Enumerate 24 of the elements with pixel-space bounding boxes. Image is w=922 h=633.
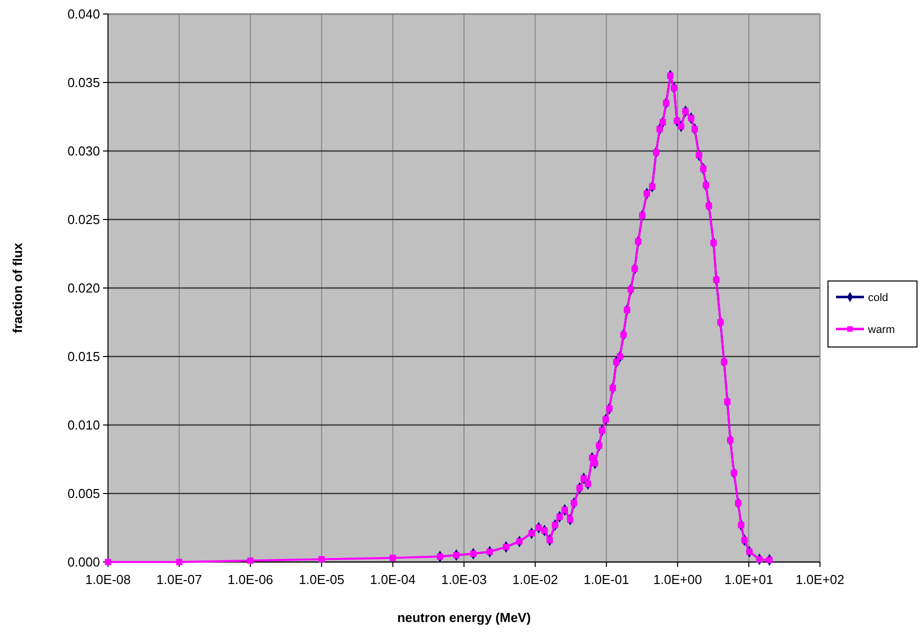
- x-tick-label: 1.0E+00: [653, 572, 702, 587]
- x-tick-label: 1.0E-02: [512, 572, 558, 587]
- x-tick-label: 1.0E+01: [724, 572, 774, 587]
- x-tick-label: 1.0E-07: [156, 572, 202, 587]
- y-tick-label: 0.020: [67, 280, 100, 296]
- y-tick-label: 0.005: [67, 486, 100, 501]
- y-tick-label: 0.040: [67, 6, 100, 22]
- x-tick-label: 1.0E-08: [85, 572, 131, 587]
- y-tick-label: 0.030: [67, 144, 100, 158]
- y-tick-label: 0.035: [67, 75, 100, 90]
- x-tick-label: 1.0E-01: [584, 572, 630, 587]
- y-tick-label: 0.025: [67, 212, 100, 227]
- y-axis-title: fraction of flux: [10, 242, 25, 334]
- x-tick-label: 1.0E-03: [441, 572, 487, 587]
- x-axis-title: neutron energy (MeV): [397, 610, 531, 625]
- x-tick-label: 1.0E+02: [796, 572, 844, 587]
- legend-label: warm: [867, 324, 895, 336]
- legend-label: cold: [868, 292, 888, 304]
- x-tick-label: 1.0E-06: [228, 572, 274, 587]
- x-tick-label: 1.0E-04: [370, 572, 416, 587]
- y-tick-label: 0.000: [67, 554, 100, 570]
- y-tick-label: 0.015: [67, 349, 100, 364]
- y-tick-label: 0.010: [67, 418, 100, 432]
- x-tick-label: 1.0E-05: [298, 572, 344, 587]
